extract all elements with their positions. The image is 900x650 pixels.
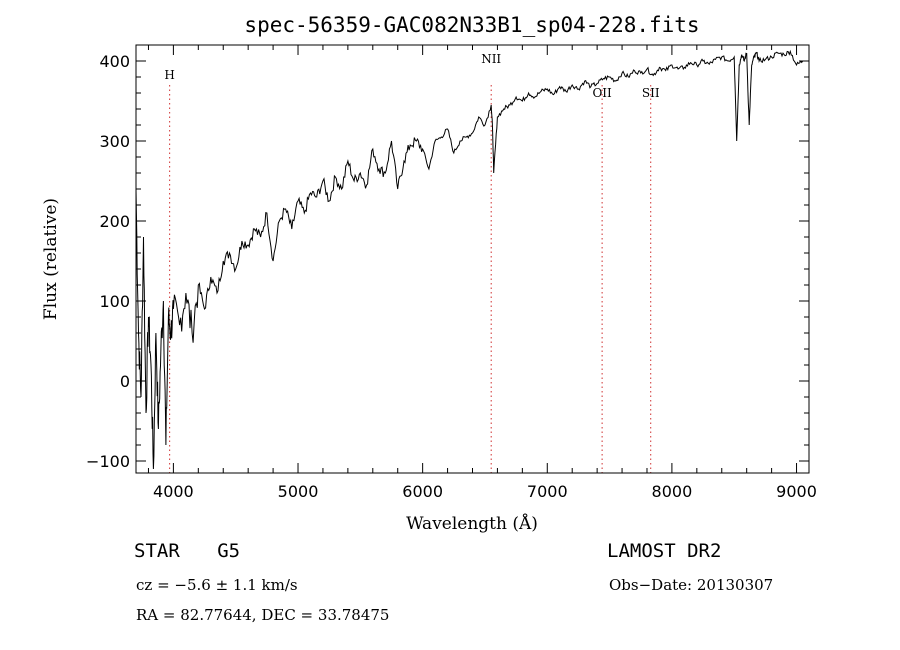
x-tick-label: 7000 <box>527 482 568 501</box>
x-tick-label: 9000 <box>776 482 817 501</box>
y-tick-label: 0 <box>120 372 130 391</box>
x-axis-label: Wavelength (Å) <box>406 513 538 534</box>
plot-frame <box>135 44 810 474</box>
redshift-label: cz = −5.6 ± 1.1 km/s <box>136 576 298 594</box>
x-tick-label: 6000 <box>402 482 443 501</box>
object-class-label: STAR <box>134 540 180 562</box>
y-tick-label: 400 <box>99 52 130 71</box>
y-tick-label: 200 <box>99 212 130 231</box>
x-tick-label: 4000 <box>153 482 194 501</box>
x-tick-label: 5000 <box>278 482 319 501</box>
survey-label: LAMOST DR2 <box>607 540 722 562</box>
object-subclass-label: G5 <box>217 540 241 562</box>
obs-date-label: Obs−Date: 20130307 <box>609 576 774 594</box>
object-class: STAR G5 <box>134 540 240 562</box>
spectral-line-label-oii: OII <box>592 86 612 100</box>
y-tick-label: 100 <box>99 292 130 311</box>
radec-label: RA = 82.77644, DEC = 33.78475 <box>136 606 390 624</box>
y-axis-label: Flux (relative) <box>41 198 61 320</box>
spectral-line-label-sii: SII <box>642 86 660 100</box>
chart-title: spec-56359-GAC082N33B1_sp04-228.fits <box>244 13 699 37</box>
y-tick-label: −100 <box>86 452 130 471</box>
spectrum-trace <box>135 49 804 470</box>
spectral-line-label-h: H <box>164 68 174 82</box>
spectral-line-label-nii: NII <box>481 52 501 66</box>
y-tick-label: 300 <box>99 132 130 151</box>
x-tick-label: 8000 <box>652 482 693 501</box>
